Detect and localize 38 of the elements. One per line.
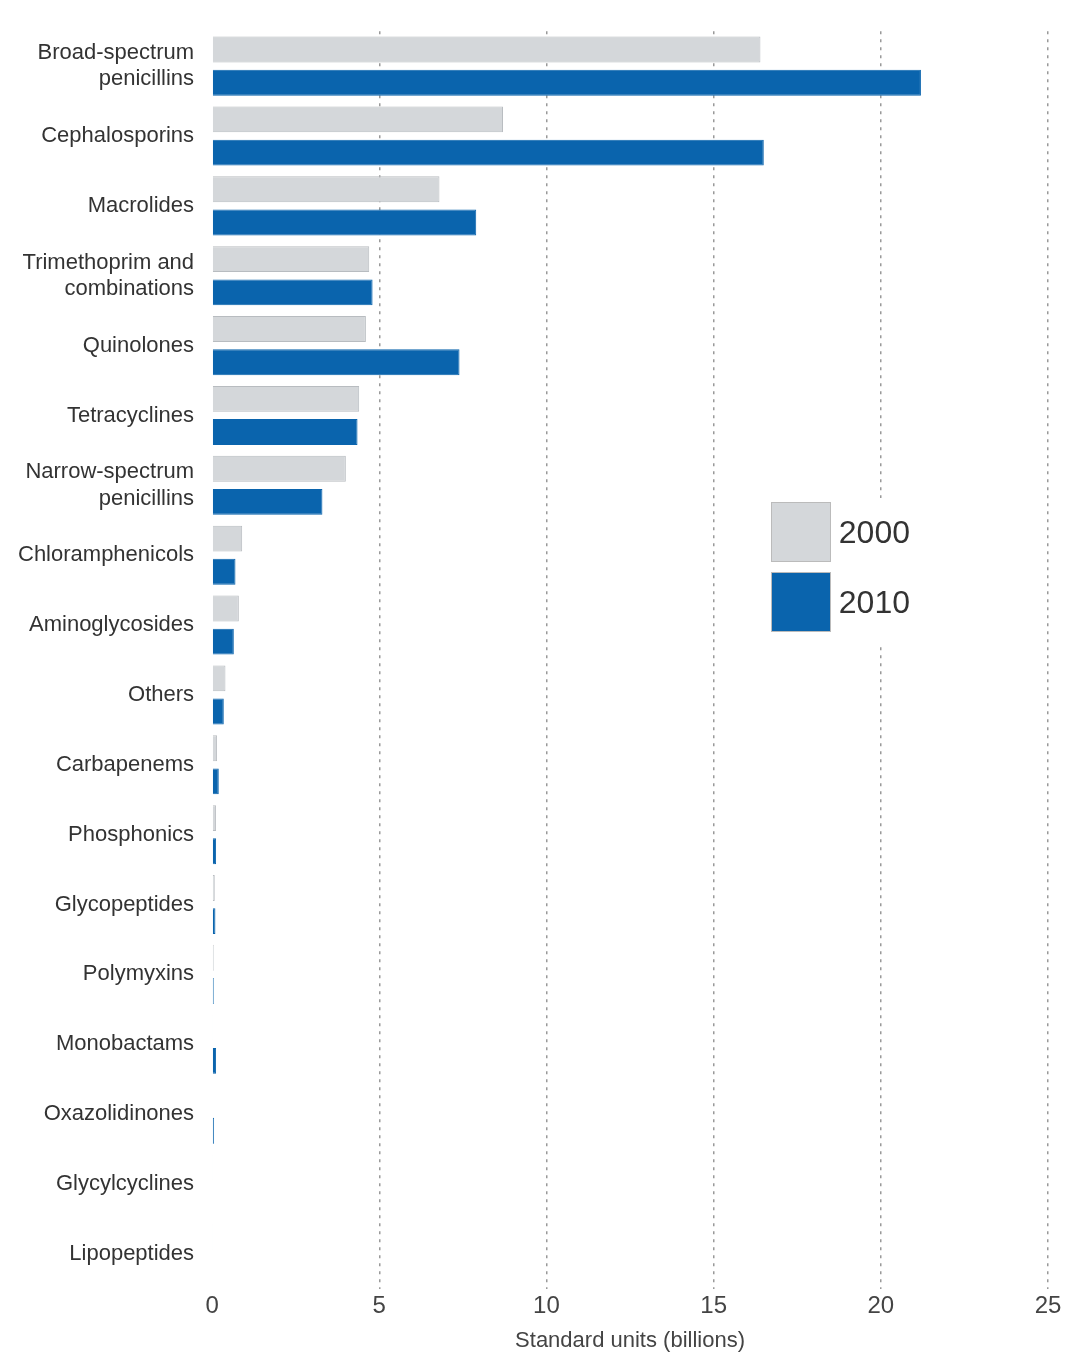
y-tick-label: Aminoglycosides: [29, 611, 195, 637]
bar: [212, 279, 373, 306]
x-tick-label: 10: [533, 1290, 560, 1318]
x-axis-title: Standard units (billions): [515, 1326, 745, 1352]
y-tick-label: Trimethoprim and combinations: [22, 248, 195, 300]
y-tick-label: Polymyxins: [82, 960, 195, 986]
bar: [212, 139, 764, 166]
y-tick-label: Phosphonics: [68, 820, 195, 846]
legend-label: 2010: [838, 583, 910, 621]
y-tick-label: Oxazolidinones: [43, 1100, 195, 1126]
x-tick-label: 15: [700, 1290, 727, 1318]
x-tick-label: 5: [372, 1290, 386, 1318]
y-tick-label: Tetracyclines: [66, 401, 195, 427]
bar: [212, 69, 921, 96]
y-tick-label: Broad-spectrum penicillins: [37, 39, 195, 91]
y-tick-label: Quinolones: [82, 331, 195, 357]
x-tick-label: 20: [867, 1290, 895, 1318]
bar: [212, 698, 224, 725]
y-tick-label: Cephalosporins: [41, 122, 195, 148]
x-tick-label: 0: [205, 1290, 219, 1318]
bar: [212, 558, 236, 585]
y-tick-label: Monobactams: [55, 1030, 195, 1056]
bar: [212, 768, 219, 795]
bar: [212, 419, 358, 445]
bar: [212, 209, 477, 236]
y-tick-label: Lipopeptides: [69, 1239, 195, 1265]
y-tick-label: Narrow-spectrum penicillins: [25, 458, 195, 510]
bar: [212, 628, 234, 655]
y-tick-label: Others: [128, 681, 195, 706]
y-tick-label: Macrolides: [87, 191, 195, 217]
bar: [212, 349, 460, 376]
x-tick-label: 25: [1034, 1290, 1062, 1318]
y-tick-label: Carbapenems: [55, 750, 195, 776]
y-tick-label: Chloramphenicols: [17, 541, 195, 567]
bar: [212, 488, 323, 515]
y-tick-label: Glycylcyclines: [55, 1170, 195, 1196]
legend-label: 2000: [838, 513, 910, 551]
y-tick-label: Glycopeptides: [54, 890, 195, 916]
